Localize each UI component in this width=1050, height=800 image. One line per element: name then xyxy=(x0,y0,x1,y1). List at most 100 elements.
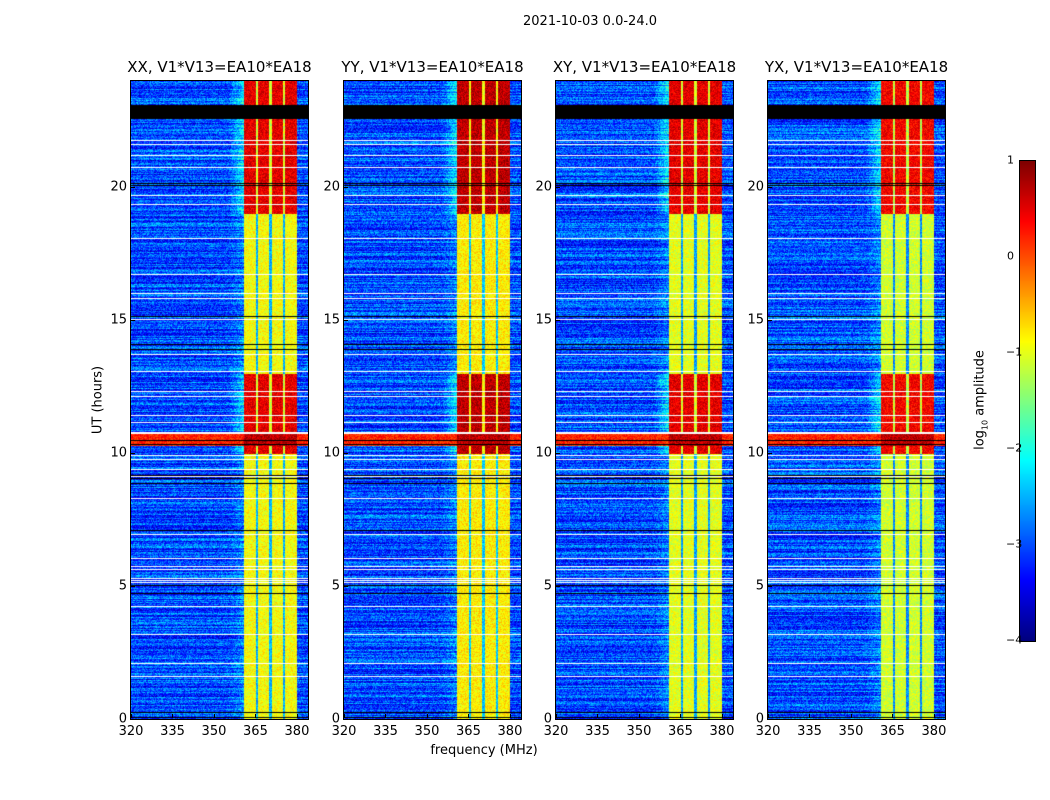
x-tick xyxy=(468,714,470,718)
panel-0: XX, V1*V13=EA10*EA18 320 335 350 365 380 0 5 10 1… xyxy=(110,58,311,739)
x-tick xyxy=(172,714,174,718)
x-tick xyxy=(892,714,894,718)
y-tick-label: 15 xyxy=(110,312,127,328)
y-tick-label: 15 xyxy=(535,312,552,328)
y-tick-label: 15 xyxy=(323,312,340,328)
y-tick xyxy=(768,320,772,322)
x-tick-label: 350 xyxy=(626,724,652,739)
x-tick xyxy=(385,714,387,718)
colorbar-tick-label: 1 xyxy=(1007,153,1014,167)
colorbar-tick-label: −3 xyxy=(1006,537,1023,551)
y-tick xyxy=(344,586,348,588)
panel-1: YY, V1*V13=EA10*EA18 320 335 350 365 380 0 5 10 1… xyxy=(323,58,523,739)
y-tick xyxy=(344,187,348,189)
x-tick-label: 335 xyxy=(797,724,822,739)
y-tick xyxy=(768,187,772,189)
x-axis-label: frequency (MHz) xyxy=(430,743,538,758)
y-tick-label: 20 xyxy=(535,179,552,195)
y-axis-label: UT (hours) xyxy=(90,365,106,435)
colorbar-label: log10 amplitude xyxy=(972,350,990,450)
colorbar xyxy=(1019,160,1036,642)
x-tick xyxy=(850,714,852,718)
y-tick-label: 20 xyxy=(747,179,764,195)
y-tick-label: 15 xyxy=(747,312,764,328)
y-tick-label: 10 xyxy=(747,445,764,461)
heatmap-image xyxy=(556,81,733,719)
x-tick-label: 365 xyxy=(243,724,268,739)
y-tick-label: 10 xyxy=(110,445,127,461)
y-tick-label: 0 xyxy=(331,711,340,727)
x-tick xyxy=(131,714,132,718)
y-tick-label: 20 xyxy=(323,179,340,195)
y-tick-label: 0 xyxy=(755,711,764,727)
x-tick-label: 335 xyxy=(160,724,185,739)
x-tick xyxy=(344,714,345,718)
x-tick-label: 335 xyxy=(585,724,610,739)
x-tick-label: 335 xyxy=(373,724,398,739)
x-tick-label: 380 xyxy=(497,724,523,739)
x-tick-label: 380 xyxy=(709,724,735,739)
heatmap-image xyxy=(768,81,945,719)
y-tick-label: 10 xyxy=(535,445,552,461)
x-tick xyxy=(556,714,557,718)
colorbar-tick-label: −4 xyxy=(1006,633,1023,647)
x-tick xyxy=(255,714,257,718)
y-tick xyxy=(131,320,135,322)
colorbar-tick-label: 0 xyxy=(1007,249,1014,263)
y-tick xyxy=(768,453,772,455)
x-tick xyxy=(509,714,511,718)
y-tick-label: 5 xyxy=(331,578,340,594)
heatmap-image xyxy=(131,81,308,719)
x-tick xyxy=(597,714,599,718)
x-tick xyxy=(768,714,769,718)
y-tick-label: 20 xyxy=(110,179,127,195)
panel-title: XY, V1*V13=EA10*EA18 xyxy=(552,58,737,76)
y-tick xyxy=(556,719,560,720)
y-tick xyxy=(768,719,772,720)
panel-title: YX, V1*V13=EA10*EA18 xyxy=(764,58,949,76)
x-tick xyxy=(721,714,723,718)
panel-2: XY, V1*V13=EA10*EA18 320 335 350 365 380 0 5 10 1… xyxy=(535,58,736,739)
y-tick xyxy=(556,187,560,189)
colorbar-tick-label: −1 xyxy=(1006,345,1023,359)
heatmap-image xyxy=(344,81,521,719)
x-tick-label: 320 xyxy=(331,724,357,739)
x-tick-label: 380 xyxy=(284,724,310,739)
y-tick xyxy=(344,320,348,322)
y-tick xyxy=(344,719,348,720)
y-tick xyxy=(131,719,135,720)
x-tick-label: 365 xyxy=(880,724,905,739)
x-tick-label: 380 xyxy=(921,724,947,739)
x-tick xyxy=(680,714,682,718)
x-tick xyxy=(426,714,428,718)
panel-title: YY, V1*V13=EA10*EA18 xyxy=(341,58,524,76)
x-tick-label: 320 xyxy=(755,724,781,739)
y-tick xyxy=(556,320,560,322)
x-tick-label: 320 xyxy=(118,724,144,739)
y-tick xyxy=(131,586,135,588)
y-tick xyxy=(131,187,135,189)
x-tick xyxy=(933,714,935,718)
x-tick-label: 365 xyxy=(456,724,481,739)
y-tick xyxy=(556,453,560,455)
panel-title: XX, V1*V13=EA10*EA18 xyxy=(127,58,312,76)
colorbar-tick-label: −2 xyxy=(1006,441,1023,455)
y-tick-label: 5 xyxy=(118,578,127,594)
panel-3: YX, V1*V13=EA10*EA18 320 335 350 365 380 0 5 10 1… xyxy=(747,58,948,739)
y-tick-label: 0 xyxy=(118,711,127,727)
x-tick-label: 350 xyxy=(201,724,227,739)
y-tick xyxy=(556,586,560,588)
y-tick-label: 0 xyxy=(543,711,552,727)
x-tick xyxy=(296,714,298,718)
figure-title: 2021-10-03 0.0-24.0 xyxy=(523,14,657,29)
x-tick-label: 350 xyxy=(838,724,864,739)
y-tick-label: 5 xyxy=(755,578,764,594)
x-tick xyxy=(809,714,811,718)
x-tick-label: 350 xyxy=(414,724,440,739)
y-tick xyxy=(131,453,135,455)
x-tick xyxy=(638,714,640,718)
x-tick xyxy=(213,714,215,718)
y-tick-label: 10 xyxy=(323,445,340,461)
y-tick xyxy=(344,453,348,455)
